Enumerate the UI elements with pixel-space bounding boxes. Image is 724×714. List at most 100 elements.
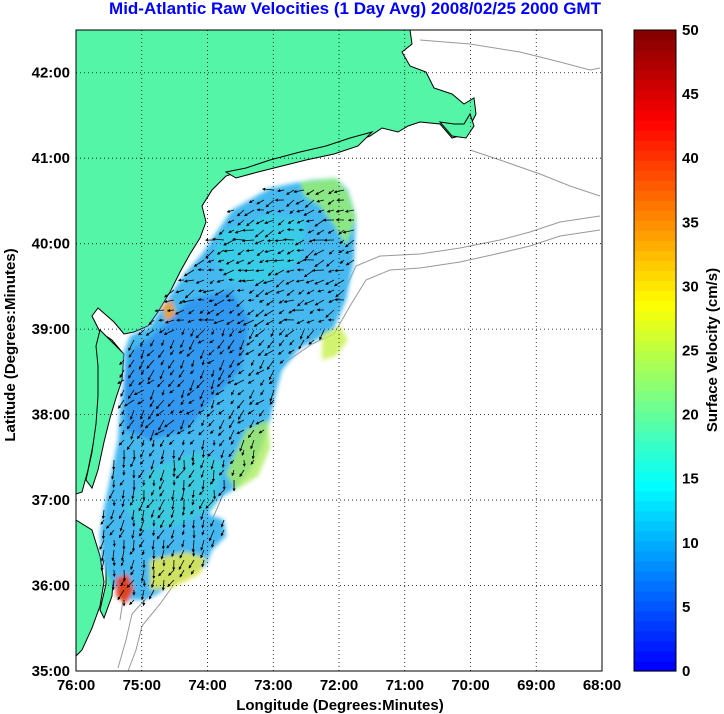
velocity-arrow [296,319,305,325]
velocity-arrow [264,349,275,356]
colorbar-band [634,650,676,662]
colorbar-tick-label: 5 [682,599,690,616]
velocity-arrow [219,419,225,430]
colorbar-band [634,30,676,41]
velocity-arrow [181,509,185,516]
velocity-arrow [200,469,205,478]
x-tick-label: 73:00 [254,677,292,694]
colorbar-band [634,380,676,392]
velocity-arrow [141,439,145,447]
velocity-arrow [248,369,255,377]
velocity-arrow [287,219,295,224]
velocity-arrow [170,409,175,415]
velocity-arrow [328,269,335,273]
velocity-arrow [278,309,285,315]
colorbar-band [634,200,676,211]
x-tick-label: 71:00 [386,677,424,694]
velocity-arrow [171,549,175,558]
velocity-arrow [295,199,305,205]
velocity-arrow [120,389,125,397]
velocity-arrow [309,309,315,315]
velocity-arrow [277,229,285,235]
velocity-arrow [168,379,175,388]
velocity-arrow [200,549,205,559]
velocity-arrow [149,429,155,442]
velocity-arrow [201,419,205,427]
velocity-arrow [184,279,195,283]
velocity-arrow [126,419,135,430]
velocity-arrow [176,429,185,435]
velocity-arrow [138,529,145,537]
colorbar-band [634,350,676,362]
velocity-arrow [172,459,177,472]
velocity-arrow [188,469,195,479]
velocity-arrow [304,199,315,208]
velocity-arrow [228,309,235,314]
velocity-arrow [169,389,175,394]
velocity-arrow [160,449,165,461]
y-tick-label: 38:00 [32,407,70,424]
velocity-arrow [128,349,135,358]
colorbar-band [634,640,676,652]
velocity-arrow [233,379,245,386]
velocity-arrow [191,459,195,466]
velocity-arrow [259,359,265,370]
velocity-arrow [187,319,195,323]
x-axis-label: Longitude (Degrees:Minutes) [236,697,444,714]
velocity-arrow [217,379,225,388]
velocity-arrow [180,339,185,349]
velocity-arrow [207,259,215,263]
velocity-arrow [128,369,135,379]
velocity-arrow [180,489,185,501]
velocity-arrow [180,419,185,430]
land-layer [76,30,477,657]
velocity-arrow [306,319,315,324]
velocity-arrow [191,499,195,506]
velocity-arrow [179,549,185,559]
velocity-arrow [211,539,215,548]
colorbar-band [634,490,676,502]
colorbar-band [634,510,676,522]
velocity-arrow [159,439,165,448]
velocity-arrow [253,319,265,327]
velocity-arrow [164,419,175,428]
velocity-arrow [202,289,215,294]
velocity-arrow [237,399,245,409]
velocity-arrow [155,399,165,410]
velocity-arrow [160,549,165,560]
velocity-arrow [148,469,155,479]
velocity-arrow [201,519,205,529]
colorbar-band [634,260,676,271]
colorbar-band [634,620,676,632]
velocity-arrow [126,579,135,588]
velocity-arrow [138,359,145,370]
y-tick-labels: 35:00 36:00 37:00 38:00 39:00 40:00 41:00 42:00 [32,65,70,680]
colorbar-band [634,580,676,592]
velocity-field [100,178,356,604]
velocity-arrow [254,229,265,238]
y-tick-label: 36:00 [32,578,70,595]
velocity-arrow [170,509,175,519]
velocity-arrow [297,299,305,307]
velocity-arrow [312,268,325,273]
velocity-arrow [286,228,295,232]
velocity-arrow [100,559,105,572]
velocity-arrow [197,339,205,344]
velocity-arrow [169,339,175,350]
x-tick-label: 74:00 [188,677,226,694]
velocity-arrow [118,509,125,520]
velocity-arrow [106,519,115,529]
velocity-arrow [208,529,215,542]
velocity-arrow [328,299,335,303]
velocity-arrow [286,249,295,255]
y-tick-label: 39:00 [32,321,70,338]
velocity-arrow [249,389,255,400]
velocity-arrow [265,199,275,208]
velocity-arrow [263,309,275,317]
velocity-arrow [225,289,235,298]
velocity-arrow [345,239,355,248]
velocity-arrow [264,219,275,224]
velocity-arrow [236,359,245,366]
velocity-arrow [286,259,295,263]
x-tick-label: 69:00 [517,677,555,694]
